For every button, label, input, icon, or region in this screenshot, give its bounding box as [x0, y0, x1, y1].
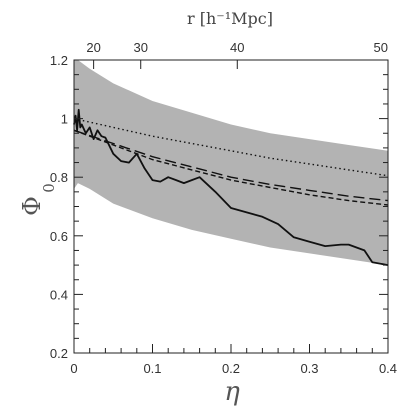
dotted-line	[73, 117, 389, 177]
y-tick-label: 0.6	[50, 229, 68, 244]
top-axis-title: r [h⁻¹Mpc]	[187, 9, 273, 28]
series-layer	[73, 108, 389, 266]
x-tick-label: 0.4	[379, 361, 397, 376]
y-tick-label: 0.8	[50, 170, 68, 185]
y-axis-title-subscript: 0	[40, 183, 58, 193]
confidence-band	[74, 60, 388, 266]
y-tick-label: 0.4	[50, 287, 68, 302]
x-axis-title: η	[224, 377, 240, 407]
top-tick-label: 30	[133, 40, 147, 55]
y-tick-label: 1.2	[50, 53, 68, 68]
top-tick-label: 40	[230, 40, 244, 55]
y-tick-label: 1	[61, 112, 68, 127]
x-tick-label: 0.2	[222, 361, 240, 376]
y-tick-label: 0.2	[50, 346, 68, 361]
short-dash-line	[73, 129, 389, 206]
top-tick-label: 50	[374, 40, 388, 55]
tick-marks-layer	[73, 59, 389, 354]
y-axis-title-group: Φ 0	[18, 183, 58, 216]
tick-labels-layer: 0 0.1 0.2 0.3 0.4 0.2 0.4 0.6 0.8 1 1.2 20 30 40 50	[50, 40, 397, 376]
top-tick-label: 20	[86, 40, 100, 55]
x-tick-label: 0.1	[143, 361, 161, 376]
confidence-band-layer	[74, 60, 388, 266]
y-axis-title: Φ	[18, 196, 46, 216]
x-tick-label: 0	[70, 361, 77, 376]
x-tick-label: 0.3	[300, 361, 318, 376]
solid-line	[73, 108, 389, 266]
long-dash-line	[73, 129, 389, 202]
